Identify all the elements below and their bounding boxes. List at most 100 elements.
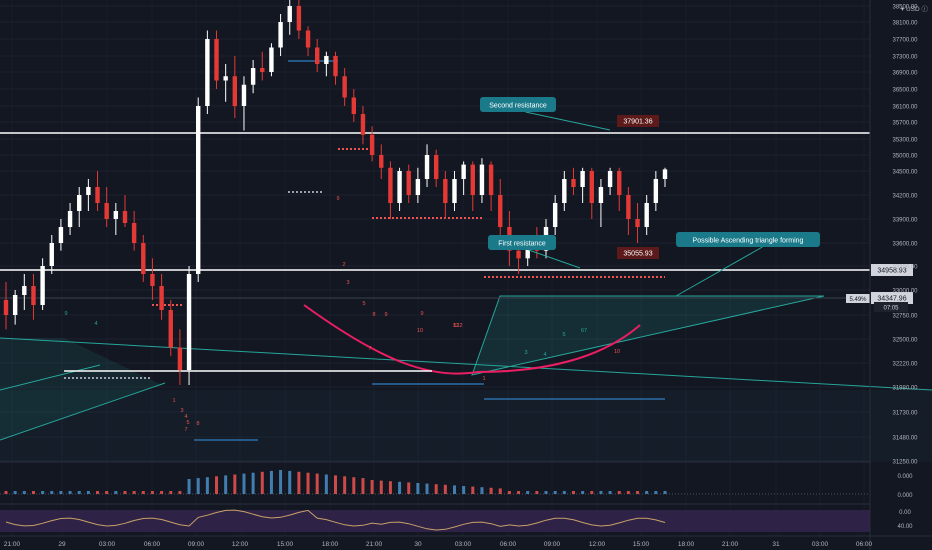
volume-bar xyxy=(215,476,219,494)
candle-body xyxy=(342,76,347,98)
axis-badge-34347: 34347.96 xyxy=(877,296,906,303)
candle-body xyxy=(351,97,357,114)
price-tick-label: 38500.00 xyxy=(892,5,918,11)
price-tick-label: 34500.00 xyxy=(892,170,918,176)
volume-bar xyxy=(535,491,539,494)
trend-line-rise-2 xyxy=(0,364,101,391)
sequential-count: 7 xyxy=(368,346,371,352)
price-tick-label: 36100.00 xyxy=(892,105,918,111)
sequential-count: 9 xyxy=(64,311,67,317)
candle-body xyxy=(40,266,45,305)
ascending-triangle-callout-text: Possible Ascending triangle forming xyxy=(693,238,804,245)
candle-body xyxy=(67,211,73,227)
rounding-bottom-curve xyxy=(303,304,641,375)
volume-bar xyxy=(132,491,136,494)
rsi-band xyxy=(0,510,870,532)
time-tick-label: 09:00 xyxy=(544,541,561,548)
volume-bar xyxy=(68,491,72,494)
volume-bar xyxy=(96,491,100,494)
volume-bar xyxy=(196,478,200,494)
candle-body xyxy=(3,300,9,315)
volume-bar xyxy=(242,473,246,494)
ascending-triangle-callout-pointer xyxy=(675,246,763,297)
sequential-count: 5 xyxy=(562,332,565,338)
rsi-axis-label: 40.00 xyxy=(897,524,913,530)
volume-bar xyxy=(169,491,173,494)
candle-body xyxy=(278,22,283,48)
volume-bar xyxy=(279,470,283,494)
price-tick-label: 31980.00 xyxy=(892,386,918,392)
volume-bar xyxy=(269,470,273,494)
candle-body xyxy=(406,171,411,195)
time-tick-label: 15:00 xyxy=(633,541,650,548)
volume-bar xyxy=(571,491,575,494)
volume-bar xyxy=(233,474,237,494)
candle-body xyxy=(104,203,109,219)
volume-bar xyxy=(489,487,493,494)
axis-time-badge-bg xyxy=(874,302,908,312)
volume-bar xyxy=(105,491,109,494)
sequential-count: 10 xyxy=(614,349,620,355)
time-tick-label: 03:00 xyxy=(455,541,472,548)
candle-body xyxy=(388,167,393,203)
candle-body xyxy=(22,286,27,295)
volume-bar xyxy=(22,491,26,494)
candle-body xyxy=(424,155,430,179)
volume-bar xyxy=(636,491,640,494)
candle-body xyxy=(598,187,604,203)
price-tick-label: 33600.00 xyxy=(892,242,918,248)
sequential-count: 4 xyxy=(184,414,187,420)
volume-bar xyxy=(224,475,228,494)
volume-bar xyxy=(50,491,54,494)
time-tick-label: 06:00 xyxy=(500,541,517,548)
sequential-count: 4 xyxy=(543,352,546,358)
price-tick-label: 37300.00 xyxy=(892,55,918,61)
time-tick-label: 03:00 xyxy=(812,541,829,548)
volume-bar xyxy=(517,491,521,494)
volume-bar xyxy=(13,491,17,494)
trend-line-rise xyxy=(0,382,166,441)
price-axis[interactable]: ▾ USD ⓘ 31250.00 31480.00 31730.00 31980.00 3… xyxy=(869,0,928,550)
volume-bar xyxy=(645,491,649,494)
volume-bar xyxy=(324,474,328,494)
sequential-count: 5 xyxy=(186,420,189,426)
sequential-count: 9 xyxy=(420,311,423,317)
volume-bar xyxy=(425,483,429,494)
volume-axis-label-2: 0.000 xyxy=(897,493,913,499)
sequential-count: 3 xyxy=(524,350,527,356)
price-tick-label: 37700.00 xyxy=(892,38,918,44)
first-resistance-callout-box xyxy=(488,235,556,250)
second-resistance-callout-pointer xyxy=(525,111,611,131)
volume-bar xyxy=(608,491,612,494)
candle-body xyxy=(241,84,247,106)
candle-body xyxy=(552,203,558,227)
volume-bar xyxy=(306,472,310,494)
candle-body xyxy=(525,243,530,259)
time-tick-label: 12:00 xyxy=(232,541,249,548)
level-badge-37901: 37901.36 xyxy=(623,119,652,126)
volume-bar xyxy=(352,477,356,494)
candle-body xyxy=(397,171,402,203)
candle-body xyxy=(141,243,146,274)
price-tick-label: 31250.00 xyxy=(892,460,918,466)
first-resistance-callout-text: First resistance xyxy=(498,241,546,248)
candle-body xyxy=(644,203,649,227)
candle-body xyxy=(223,76,228,81)
time-tick-label: 18:00 xyxy=(322,541,339,548)
volume-bar xyxy=(654,491,658,494)
candle-body xyxy=(296,6,302,31)
volume-bar xyxy=(343,476,347,494)
time-tick-label: 06:00 xyxy=(144,541,161,548)
volume-bar xyxy=(526,491,530,494)
sequential-count: 9 xyxy=(336,196,339,202)
candle-body xyxy=(49,243,54,266)
volume-bar xyxy=(59,491,63,494)
price-tick-label: 35000.00 xyxy=(892,154,918,160)
volume-bar xyxy=(663,491,667,494)
candle-body xyxy=(488,164,494,195)
volume-bar xyxy=(288,470,292,494)
candle-body xyxy=(662,169,668,179)
volume-bar xyxy=(187,479,191,494)
time-axis[interactable]: 21:00 29 03:00 06:00 09:00 12:00 15:00 18:00 21:… xyxy=(0,535,932,548)
